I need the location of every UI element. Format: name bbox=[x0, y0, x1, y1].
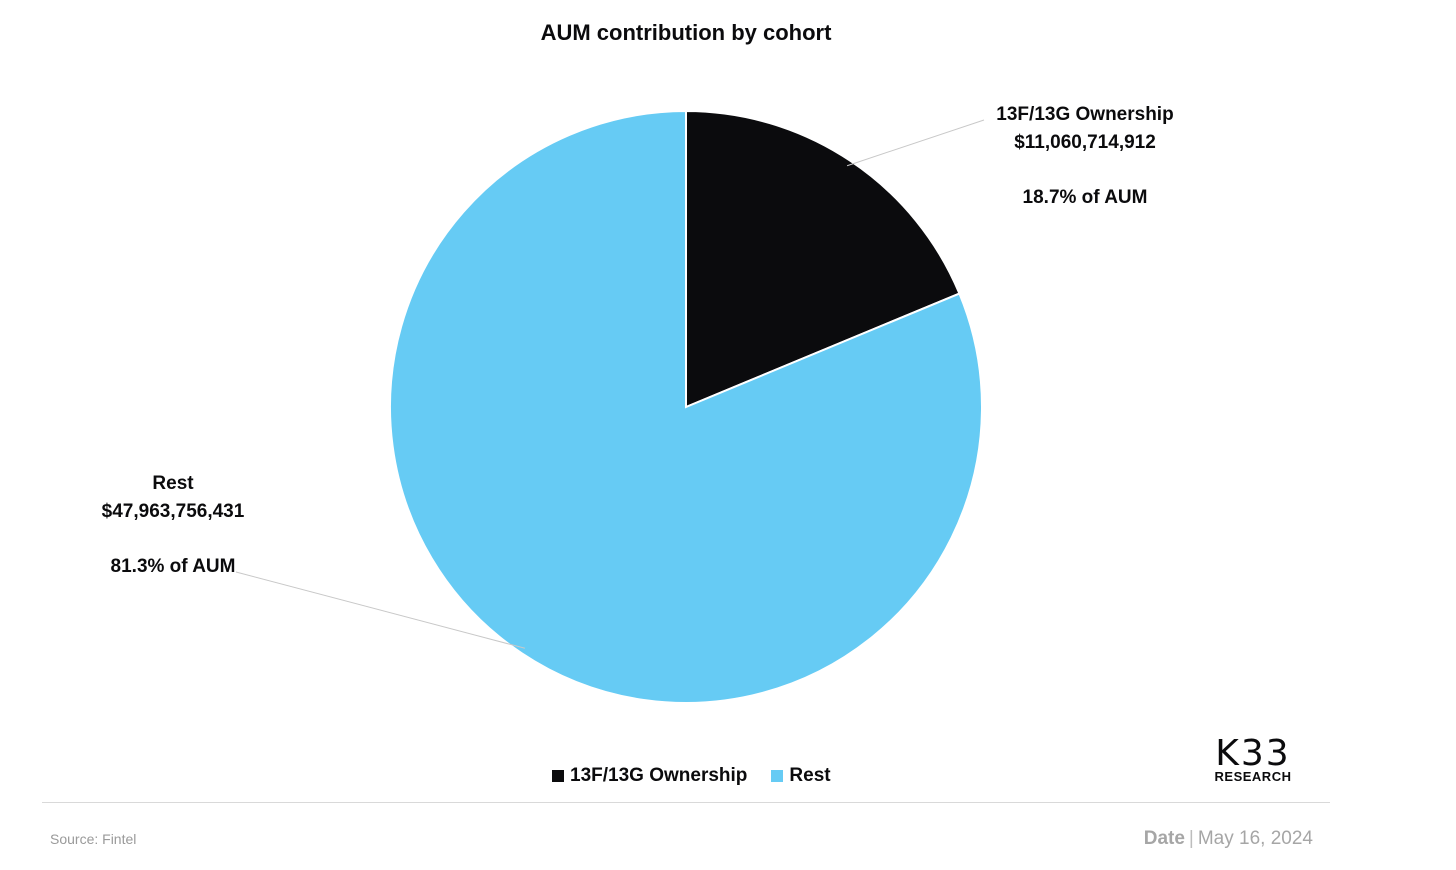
chart-title: AUM contribution by cohort bbox=[540, 20, 832, 45]
date-value: May 16, 2024 bbox=[1197, 828, 1313, 849]
date-label: Date bbox=[1143, 828, 1185, 849]
data-label-value-rest: $47,963,756,431 bbox=[102, 501, 245, 522]
legend-swatch-ownership bbox=[552, 770, 564, 782]
logo-sub-text: RESEARCH bbox=[1214, 769, 1292, 784]
date-separator: | bbox=[1188, 828, 1194, 849]
pie-slice-rest[interactable] bbox=[389, 109, 983, 704]
date-stamp: Date | May 16, 2024 bbox=[1144, 828, 1313, 850]
legend-swatch-rest bbox=[771, 770, 784, 782]
data-label-name-ownership: 13F/13G Ownership bbox=[996, 104, 1173, 125]
legend-item-ownership[interactable]: 13F/13G Ownership bbox=[552, 765, 747, 787]
data-label-value-ownership: $11,060,714,912 bbox=[1014, 132, 1156, 153]
legend-item-rest[interactable]: Rest bbox=[771, 765, 831, 787]
pie-slice-ownership[interactable] bbox=[685, 109, 961, 409]
data-label-name-rest: Rest bbox=[152, 473, 194, 494]
source-note: Source: Fintel bbox=[50, 831, 137, 847]
legend-label-ownership: 13F/13G Ownership bbox=[570, 765, 748, 786]
data-label-percent-ownership: 18.7% of AUM bbox=[1023, 187, 1148, 208]
logo-main-text: K33 bbox=[1215, 736, 1291, 768]
leader-line-ownership bbox=[846, 119, 985, 167]
chart-legend: 13F/13G Ownership Rest bbox=[552, 765, 855, 787]
leader-line-rest bbox=[235, 571, 526, 649]
legend-label-rest: Rest bbox=[789, 765, 831, 786]
data-label-percent-rest: 81.3% of AUM bbox=[111, 556, 236, 577]
k33-research-logo: K33 RESEARCH bbox=[1198, 736, 1308, 783]
footer-divider bbox=[42, 802, 1330, 803]
